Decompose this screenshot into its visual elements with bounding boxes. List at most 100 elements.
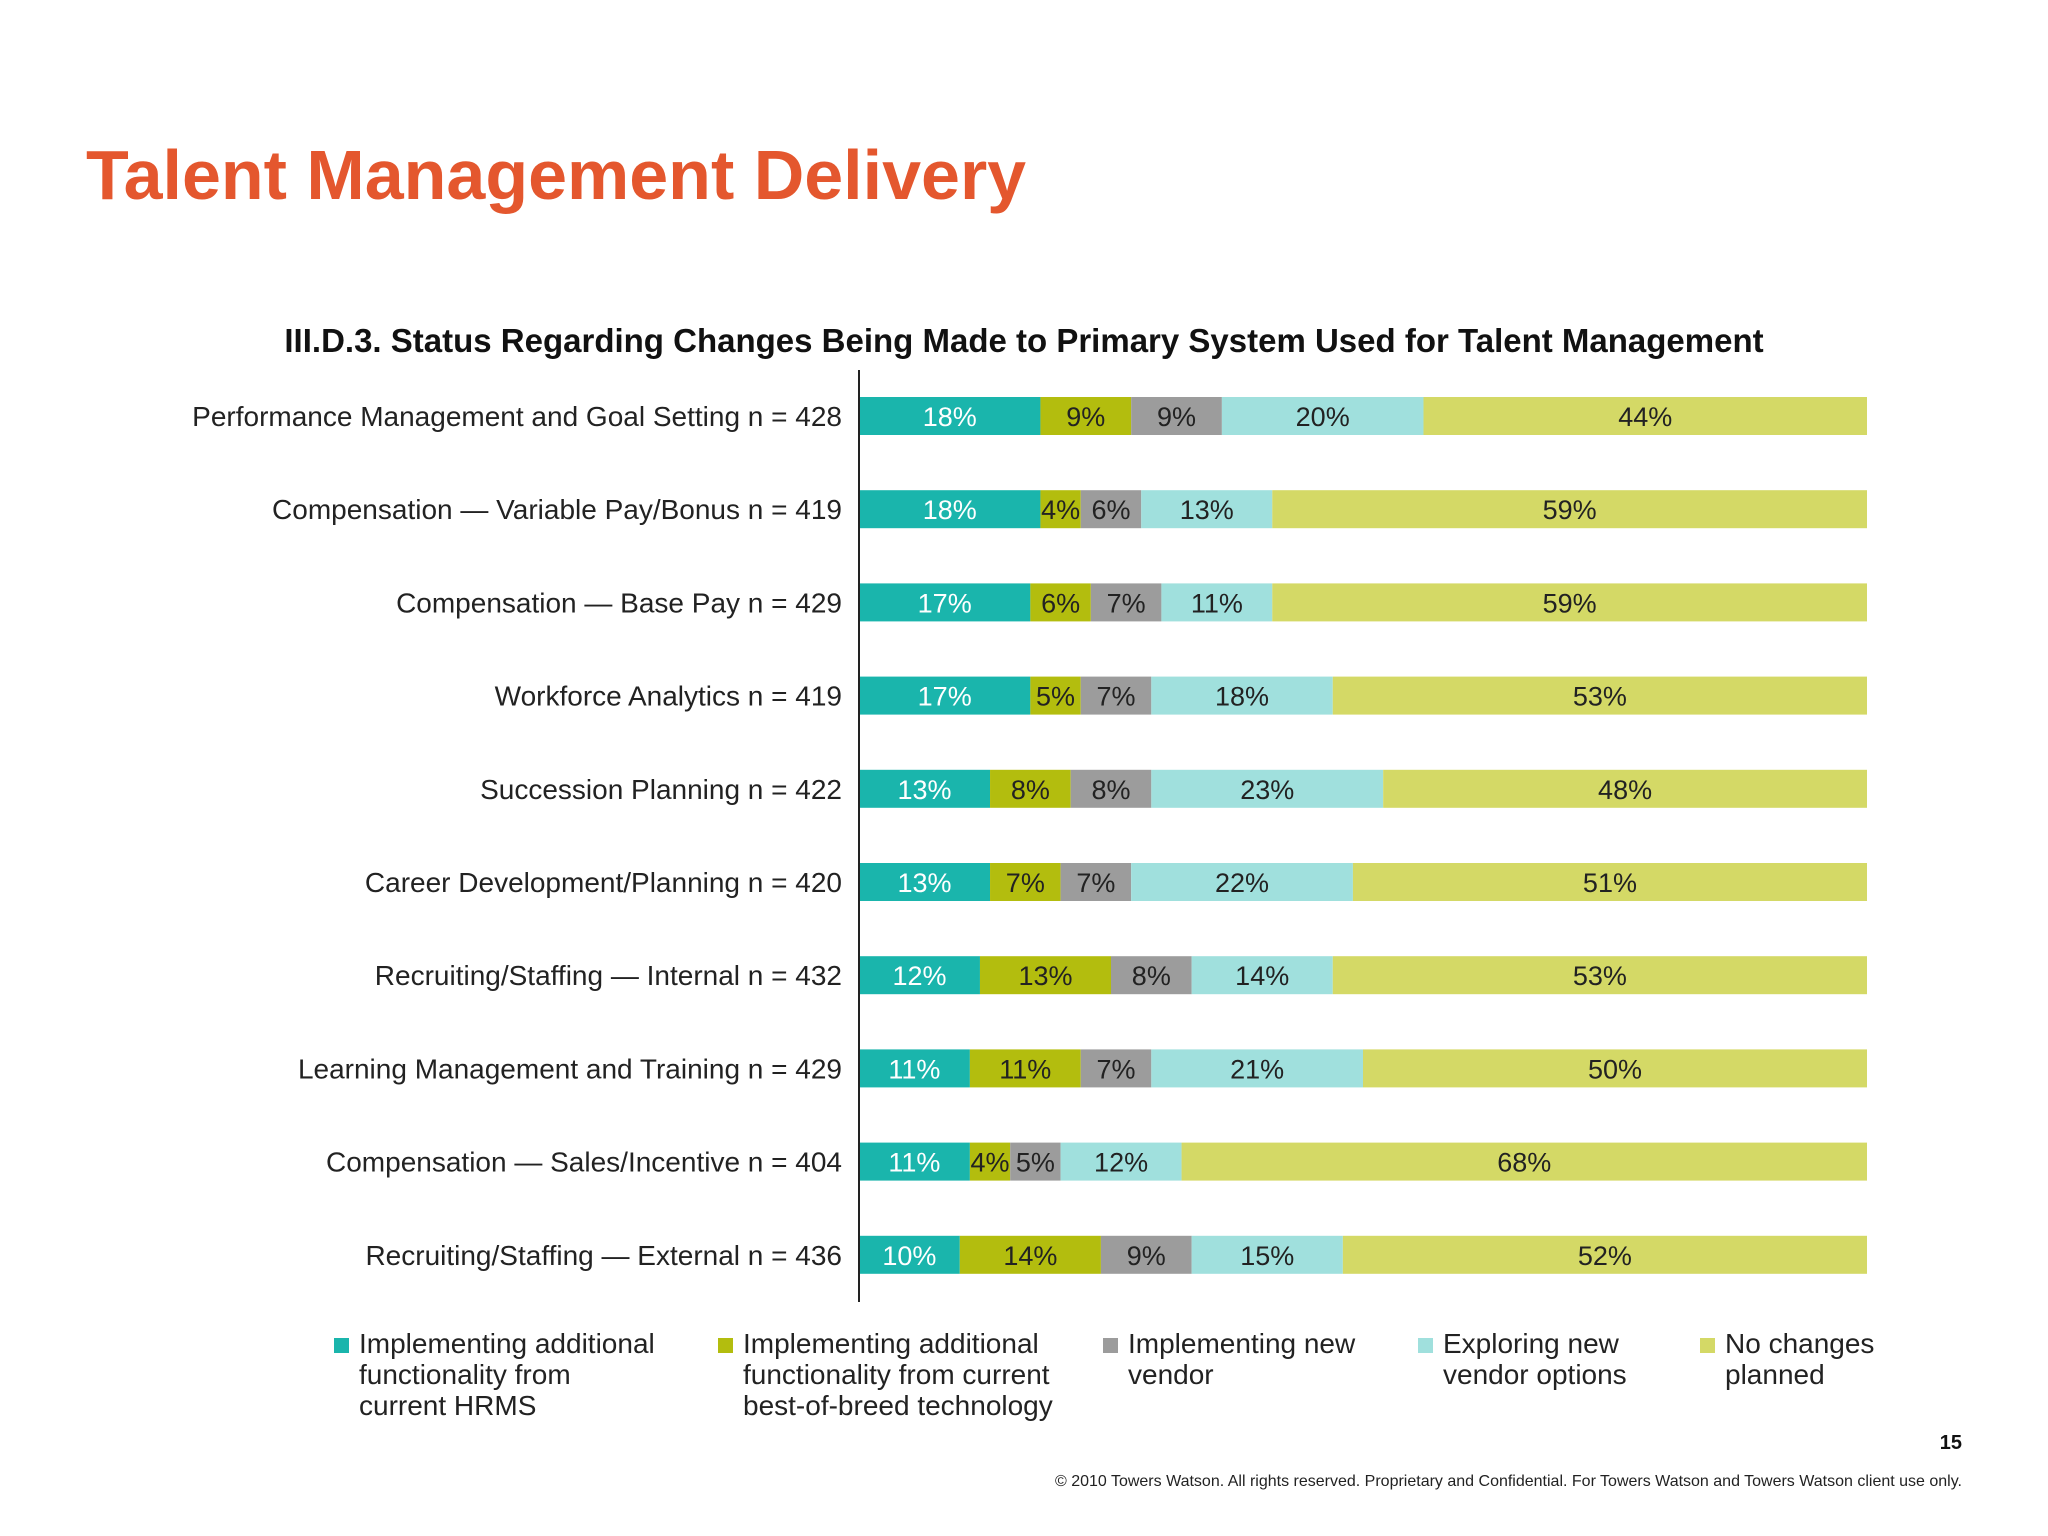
- data-label: 7%: [1097, 682, 1136, 712]
- bar-segment: [1161, 583, 1273, 622]
- bar-row: Succession Planning n = 422 13% 8% 8% 23% 48%: [480, 769, 1867, 808]
- bar-segment: [1151, 1049, 1363, 1088]
- bar-segment: [859, 1235, 960, 1274]
- data-label: 52%: [1578, 1241, 1632, 1271]
- legend-label: Implementing additional functionality fr…: [743, 1328, 1053, 1421]
- data-label: 4%: [1041, 495, 1080, 525]
- bar-segment: [1080, 676, 1152, 715]
- data-label: 68%: [1497, 1148, 1551, 1178]
- bar-segment: [959, 1235, 1101, 1274]
- bar-segment: [1040, 397, 1132, 435]
- bar-segment: [1090, 583, 1162, 622]
- legend-swatch: [718, 1338, 733, 1353]
- bar-segment: [859, 397, 1041, 435]
- bar-row: Compensation — Variable Pay/Bonus n = 41…: [272, 490, 1867, 529]
- data-label: 7%: [1006, 868, 1045, 898]
- data-label: 6%: [1091, 495, 1130, 525]
- legend-item: Implementing new vendor: [1103, 1328, 1355, 1390]
- category-label: Learning Management and Training n = 429: [298, 1053, 842, 1084]
- data-label: 13%: [897, 775, 951, 805]
- bar-segment: [1080, 1049, 1152, 1088]
- bar-segment: [1141, 490, 1273, 529]
- bar-segment: [859, 490, 1041, 529]
- bar-row: Workforce Analytics n = 419 17% 5% 7% 18% 53%: [495, 676, 1867, 715]
- bar-segment: [1070, 769, 1152, 808]
- bar-segment: [1080, 490, 1142, 529]
- legend-item: Exploring new vendor options: [1418, 1328, 1627, 1390]
- data-label: 17%: [918, 588, 972, 618]
- category-label: Compensation — Variable Pay/Bonus n = 41…: [272, 494, 842, 525]
- slide-title: Talent Management Delivery: [86, 136, 1027, 214]
- bar-segment: [969, 1049, 1081, 1088]
- bar-segment: [1151, 769, 1384, 808]
- bar-segment: [1100, 1235, 1192, 1274]
- bar-segment: [1332, 956, 1867, 995]
- bar-segment: [859, 1049, 970, 1088]
- bar-segment: [1332, 676, 1867, 715]
- bar-segment: [1030, 583, 1091, 622]
- bar-segment: [859, 583, 1031, 622]
- data-label: 59%: [1543, 495, 1597, 525]
- data-label: 53%: [1573, 682, 1627, 712]
- bar-row: Performance Management and Goal Setting …: [192, 397, 1867, 435]
- data-label: 14%: [1003, 1241, 1057, 1271]
- data-label: 6%: [1041, 588, 1080, 618]
- data-label: 48%: [1598, 775, 1652, 805]
- legend-label: No changes planned: [1725, 1328, 1875, 1390]
- data-label: 13%: [1180, 495, 1234, 525]
- legend-label: Implementing additional functionality fr…: [359, 1328, 655, 1421]
- data-label: 12%: [1094, 1148, 1148, 1178]
- data-label: 51%: [1583, 868, 1637, 898]
- category-label: Recruiting/Staffing — External n = 436: [365, 1240, 842, 1271]
- data-label: 53%: [1573, 961, 1627, 991]
- category-label: Workforce Analytics n = 419: [495, 681, 842, 712]
- bar-segment: [1272, 490, 1867, 529]
- data-label: 44%: [1618, 402, 1672, 432]
- data-label: 18%: [1215, 682, 1269, 712]
- bar-segment: [859, 863, 991, 901]
- bar-segment: [969, 1142, 1011, 1181]
- data-label: 22%: [1215, 868, 1269, 898]
- bar-segment: [1191, 956, 1333, 995]
- data-label: 50%: [1588, 1054, 1642, 1084]
- data-label: 9%: [1066, 402, 1105, 432]
- stacked-bar-chart: Performance Management and Goal Setting …: [192, 370, 1867, 1302]
- bar-segment: [859, 769, 991, 808]
- data-label: 11%: [1191, 588, 1243, 618]
- bar-segment: [1191, 1235, 1343, 1274]
- data-label: 17%: [918, 682, 972, 712]
- data-label: 18%: [923, 495, 977, 525]
- bar-segment: [990, 863, 1061, 901]
- data-label: 5%: [1016, 1148, 1055, 1178]
- legend-label: Implementing new vendor: [1128, 1328, 1356, 1390]
- bar-segment: [1060, 863, 1132, 901]
- data-label: 4%: [971, 1148, 1010, 1178]
- data-label: 13%: [897, 868, 951, 898]
- legend-label: Exploring new vendor options: [1443, 1328, 1627, 1390]
- category-label: Career Development/Planning n = 420: [365, 867, 842, 898]
- bar-row: Learning Management and Training n = 429…: [298, 1049, 1867, 1088]
- data-label: 7%: [1076, 868, 1115, 898]
- bar-segment: [1272, 583, 1867, 622]
- bar-segment: [1423, 397, 1867, 435]
- data-label: 59%: [1543, 588, 1597, 618]
- data-label: 15%: [1240, 1241, 1294, 1271]
- bar-segment: [979, 956, 1111, 995]
- data-label: 9%: [1127, 1241, 1166, 1271]
- bar-row: Career Development/Planning n = 420 13% 7%…: [365, 863, 1867, 901]
- chart-legend: Implementing additional functionality fr…: [0, 1328, 2048, 1448]
- data-label: 11%: [999, 1054, 1051, 1084]
- legend-item: Implementing additional functionality fr…: [718, 1328, 1053, 1421]
- category-label: Compensation — Base Pay n = 429: [396, 587, 842, 618]
- bar-segment: [1151, 676, 1333, 715]
- bar-segment: [859, 956, 980, 995]
- category-label: Compensation — Sales/Incentive n = 404: [326, 1147, 842, 1178]
- bar-segment: [1030, 676, 1081, 715]
- bar-segment: [1040, 490, 1081, 529]
- legend-swatch: [1418, 1338, 1433, 1353]
- data-label: 23%: [1240, 775, 1294, 805]
- bar-segment: [1181, 1142, 1867, 1181]
- data-label: 18%: [923, 402, 977, 432]
- data-label: 5%: [1036, 682, 1075, 712]
- legend-item: Implementing additional functionality fr…: [334, 1328, 655, 1421]
